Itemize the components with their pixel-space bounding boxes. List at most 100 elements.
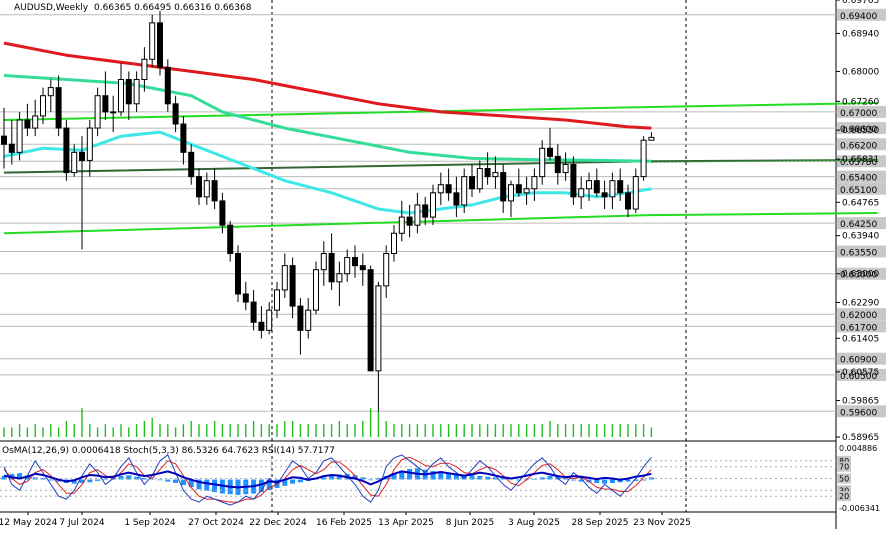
candle-body-73 <box>570 163 577 198</box>
osma-bar-50 <box>391 473 397 480</box>
osma-bar-57 <box>446 473 452 480</box>
candle-body-43 <box>336 273 343 283</box>
level-tag-4 <box>837 155 886 168</box>
osma-bar-61 <box>477 476 483 480</box>
candle-body-13 <box>102 95 109 113</box>
indicator-label: OsMA(12,26,9) 0.0006418 Stoch(5,3,3) 86.… <box>2 446 335 456</box>
time-tick-label-1: 7 Jul 2024 <box>59 518 104 528</box>
price-tick-label-4: 0.66550 <box>842 126 879 136</box>
osma-bar-77 <box>602 479 608 484</box>
osma-bar-45 <box>352 475 358 480</box>
candle-body-28 <box>219 200 226 226</box>
candle-body-54 <box>422 204 429 218</box>
osma-bar-46 <box>360 477 366 480</box>
level-label-2: 0.66600 <box>840 125 877 135</box>
candle-body-63 <box>492 172 499 178</box>
osma-bar-48 <box>375 478 381 480</box>
candle-body-66 <box>515 184 522 194</box>
time-tick-label-3: 27 Oct 2024 <box>188 518 244 528</box>
candle-body-51 <box>398 216 405 234</box>
candle-body-64 <box>500 172 507 202</box>
candle-body-52 <box>406 216 413 226</box>
candle-body-46 <box>359 265 366 271</box>
price-tick-label-1: 0.68940 <box>842 29 879 39</box>
trendline-upper <box>3 102 878 121</box>
level-tag-14 <box>837 405 886 418</box>
level-label-12: 0.60900 <box>840 356 877 366</box>
candle-body-8 <box>63 127 70 174</box>
osc-level-label-1: 80 <box>839 457 849 466</box>
osma-bar-9 <box>71 479 77 484</box>
candle-body-57 <box>445 184 452 194</box>
osma-bar-55 <box>430 471 436 480</box>
level-tag-3 <box>837 138 886 151</box>
level-label-9: 0.63000 <box>840 271 877 281</box>
osma-bar-58 <box>453 473 459 480</box>
osma-bar-43 <box>336 474 342 480</box>
osma-bar-66 <box>516 479 522 481</box>
level-tag-6 <box>837 182 886 195</box>
level-label-1: 0.67000 <box>840 109 877 119</box>
candle-body-53 <box>414 204 421 226</box>
stoch-signal-line <box>3 456 652 503</box>
level-tag-1 <box>837 105 886 118</box>
osma-bar-0 <box>1 476 7 480</box>
trendline-middle-projection <box>651 159 878 163</box>
osma-bar-80 <box>625 479 631 482</box>
candle-body-18 <box>141 58 148 81</box>
time-tick-label-2: 1 Sep 2024 <box>124 518 176 528</box>
osma-bar-74 <box>578 479 584 482</box>
candle-body-11 <box>86 127 93 161</box>
candle-body-61 <box>476 168 483 190</box>
osc-level-label-5: 20 <box>839 492 849 501</box>
candle-body-70 <box>547 147 553 157</box>
price-tick-label-0: 0.69765 <box>842 0 879 6</box>
price-tick-label-10: 0.61405 <box>842 334 879 344</box>
candle-body-7 <box>55 87 62 129</box>
candle-body-15 <box>118 79 124 113</box>
candle-body-21 <box>164 66 171 105</box>
candle-body-79 <box>617 180 624 194</box>
rsi-line <box>3 470 652 489</box>
price-tick-label-2: 0.68000 <box>842 67 879 77</box>
candle-body-80 <box>625 192 631 210</box>
candle-body-12 <box>94 95 101 129</box>
level-label-14: 0.59600 <box>840 408 877 418</box>
osma-bar-52 <box>407 469 413 480</box>
candle-body-71 <box>554 155 561 174</box>
osma-bar-19 <box>149 478 155 480</box>
candle-body-68 <box>531 176 538 190</box>
osma-bar-6 <box>48 479 54 481</box>
level-tag-7 <box>837 217 886 230</box>
candle-body-1 <box>8 143 15 153</box>
price-tick-label-6: 0.64765 <box>842 198 879 208</box>
candle-body-17 <box>133 79 140 105</box>
candle-body-75 <box>586 180 592 190</box>
osc-level-label-4: 30 <box>839 486 849 495</box>
moving-average-red <box>3 41 652 130</box>
osma-bar-22 <box>173 479 179 483</box>
candle-body-2 <box>16 119 23 153</box>
level-tag-9 <box>837 267 886 280</box>
candle-body-9 <box>71 151 78 174</box>
level-tag-5 <box>837 170 886 183</box>
candle-body-3 <box>24 119 31 129</box>
osma-bar-5 <box>40 478 46 480</box>
osma-bar-62 <box>485 476 491 480</box>
candle-body-77 <box>601 192 608 198</box>
price-tick-label-3: 0.67260 <box>842 97 879 107</box>
osma-bar-64 <box>500 478 506 480</box>
candle-body-83 <box>648 136 655 141</box>
osma-bar-37 <box>290 479 296 484</box>
osma-bar-79 <box>617 479 623 483</box>
osma-bar-21 <box>165 479 171 482</box>
level-tag-11 <box>837 320 886 333</box>
ohlc-label: 0.66365 0.66495 0.66316 0.66368 <box>94 3 252 13</box>
osma-bar-16 <box>126 475 132 480</box>
level-tag-12 <box>837 352 886 365</box>
candle-body-32 <box>250 301 257 323</box>
osc-level-label-6: -0.006341 <box>839 504 880 513</box>
osma-bar-25 <box>196 479 202 490</box>
osma-bar-13 <box>102 478 108 480</box>
